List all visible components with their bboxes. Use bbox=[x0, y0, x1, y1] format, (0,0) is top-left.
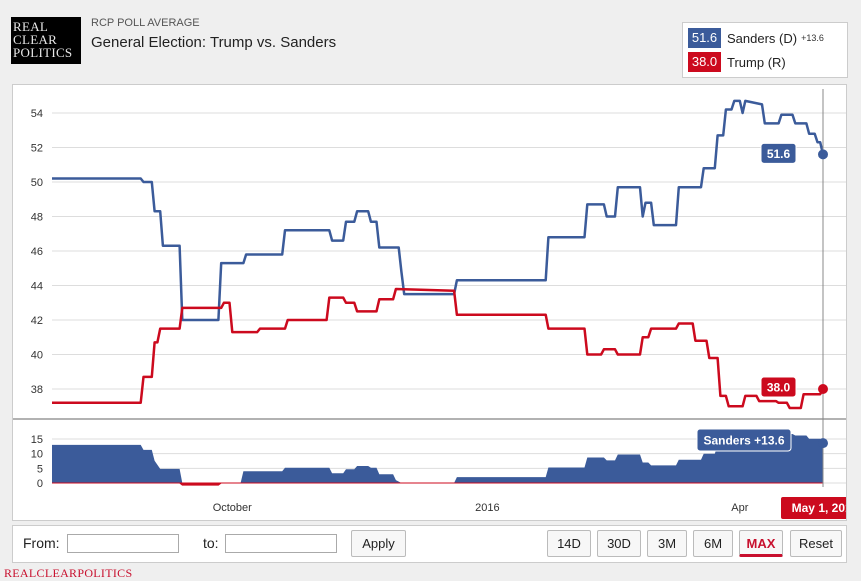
trump-end-label-box bbox=[760, 376, 797, 398]
legend-box: 51.6 Sanders (D) +13.6 38.0 Trump (R) bbox=[682, 22, 848, 78]
range-6m-button[interactable]: 6M bbox=[693, 530, 733, 557]
crosshair-date-label: May 1, 2016 bbox=[792, 501, 846, 515]
spread-tick-label-0: 0 bbox=[37, 478, 43, 490]
to-label: to: bbox=[203, 535, 219, 551]
legend-sanders-spread: +13.6 bbox=[801, 33, 824, 43]
footer-brand: REALCLEARPOLITICS bbox=[4, 566, 133, 580]
poll-chart[interactable]: 38 40 42 44 46 48 50 52 54 0 5 10 15 51.6 38.0 Sanders … bbox=[13, 85, 846, 520]
series-line-trump bbox=[52, 287, 825, 410]
y-tick-label-46: 46 bbox=[31, 246, 43, 258]
apply-button[interactable]: Apply bbox=[351, 530, 406, 557]
logo-line-3: POLITICS bbox=[13, 45, 73, 60]
spread-end-label-box bbox=[696, 428, 792, 452]
spread-tick-label-5: 5 bbox=[37, 463, 43, 475]
crosshair-date-box bbox=[781, 497, 846, 519]
x-tick-label-2016: 2016 bbox=[475, 502, 499, 514]
y-tick-label-44: 44 bbox=[31, 281, 43, 293]
y-tick-label-38: 38 bbox=[31, 384, 43, 396]
sanders-end-label-box bbox=[760, 142, 797, 164]
from-label: From: bbox=[23, 535, 60, 551]
chart-panel: 38 40 42 44 46 48 50 52 54 0 5 10 15 51.6 38.0 Sanders … bbox=[12, 84, 847, 521]
y-tick-label-48: 48 bbox=[31, 212, 43, 224]
rcp-logo: REAL CLEAR POLITICS bbox=[11, 17, 81, 64]
spread-tick-label-10: 10 bbox=[31, 449, 43, 461]
chart-supertitle: RCP POLL AVERAGE bbox=[91, 17, 200, 29]
reset-button[interactable]: Reset bbox=[790, 530, 842, 557]
from-date-input[interactable] bbox=[67, 534, 179, 553]
range-max-button[interactable]: MAX bbox=[739, 530, 783, 557]
legend-trump[interactable]: 38.0 Trump (R) bbox=[688, 52, 786, 72]
logo-line-2: CLEAR bbox=[13, 32, 58, 47]
spread-end-label-text: Sanders +13.6 bbox=[703, 434, 784, 448]
range-30d-button[interactable]: 30D bbox=[597, 530, 641, 557]
y-tick-label-42: 42 bbox=[31, 315, 43, 327]
sanders-end-marker bbox=[818, 149, 828, 160]
date-range-controls: From: to: Apply 14D 30D 3M 6M MAX Reset bbox=[12, 525, 847, 563]
chart-title: General Election: Trump vs. Sanders bbox=[91, 34, 337, 51]
legend-sanders-name: Sanders (D) bbox=[727, 30, 798, 46]
trump-end-label-text: 38.0 bbox=[767, 381, 791, 395]
spread-area-positive bbox=[52, 432, 823, 483]
spread-area-negative bbox=[52, 482, 823, 486]
y-tick-label-52: 52 bbox=[31, 143, 43, 155]
spread-tick-label-15: 15 bbox=[31, 434, 43, 446]
x-tick-label-apr: Apr bbox=[731, 502, 748, 514]
y-tick-label-50: 50 bbox=[31, 177, 43, 189]
legend-sanders[interactable]: 51.6 Sanders (D) +13.6 bbox=[688, 28, 824, 48]
range-14d-button[interactable]: 14D bbox=[547, 530, 591, 557]
series-line-sanders bbox=[52, 99, 825, 322]
trump-end-marker bbox=[818, 384, 828, 394]
spread-end-marker bbox=[818, 438, 828, 449]
to-date-input[interactable] bbox=[225, 534, 337, 553]
y-tick-label-54: 54 bbox=[31, 108, 43, 120]
legend-trump-value: 38.0 bbox=[688, 52, 721, 72]
sanders-end-label-text: 51.6 bbox=[767, 147, 791, 161]
x-tick-label-october: October bbox=[213, 502, 252, 514]
legend-trump-name: Trump (R) bbox=[727, 54, 786, 70]
logo-line-1: REAL bbox=[13, 19, 49, 34]
range-3m-button[interactable]: 3M bbox=[647, 530, 687, 557]
y-tick-label-40: 40 bbox=[31, 350, 43, 362]
legend-sanders-value: 51.6 bbox=[688, 28, 721, 48]
